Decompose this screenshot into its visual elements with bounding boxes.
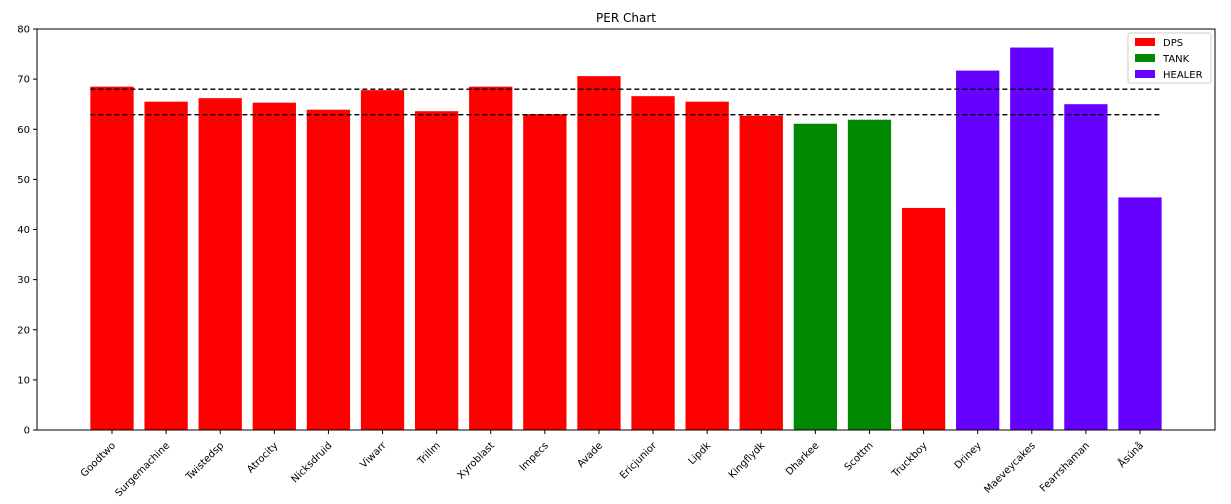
- y-tick-label: 80: [17, 25, 30, 36]
- x-tick-label: Kingflydk: [727, 440, 768, 481]
- bar-twistedsp: [198, 98, 242, 431]
- bar-lipdk: [685, 101, 729, 431]
- x-tick-label: Viwarr: [358, 440, 389, 471]
- x-tick-label: Goodtwo: [79, 440, 118, 479]
- y-tick-label: 20: [17, 325, 30, 336]
- bar-scottm: [847, 119, 892, 430]
- y-tick-label: 70: [17, 75, 30, 86]
- bar-fearrshaman: [1064, 104, 1108, 430]
- x-tick-label: Driney: [953, 440, 984, 471]
- bars: [90, 47, 1162, 431]
- plot-frame: [36, 28, 1216, 431]
- y-tick-label: 50: [17, 175, 30, 186]
- x-tick-label: Ericjunior: [618, 440, 660, 482]
- legend-swatch-healer: [1135, 70, 1155, 78]
- bar-viwarr: [360, 90, 405, 430]
- bar-trillm: [414, 111, 459, 430]
- bar-kingflydk: [739, 115, 783, 430]
- bar-dharkee: [793, 123, 838, 430]
- y-tick-label: 10: [17, 375, 30, 386]
- y-tick-label: 40: [17, 225, 30, 236]
- x-tick-label: Scottm: [843, 440, 876, 473]
- legend-swatch-dps: [1135, 38, 1155, 46]
- x-tick-label: Impecs: [518, 440, 551, 473]
- y-tick-label: 30: [17, 275, 30, 286]
- y-tick-label: 0: [24, 426, 30, 437]
- chart-title: PER Chart: [596, 11, 656, 25]
- bar-nicksdruid: [306, 109, 351, 431]
- x-tick-label: Twistedsp: [183, 440, 226, 483]
- reference-lines: [90, 88, 1162, 116]
- bar-surgemachine: [144, 101, 188, 431]
- bar-atrocity: [252, 102, 296, 430]
- x-tick-label: Maeveycakes: [983, 440, 1038, 495]
- bar-xyroblast: [469, 86, 513, 431]
- bar-maeveycakes: [1010, 47, 1054, 430]
- bar-avade: [577, 76, 621, 431]
- x-tick-label: Avade: [576, 440, 606, 470]
- x-tick-label: Surgemachine: [113, 440, 172, 499]
- y-axis: 0 10 20 30 40 50 60 70 80: [17, 25, 37, 437]
- legend-label-healer: HEALER: [1163, 70, 1203, 81]
- x-tick-label: Atrocity: [245, 440, 280, 475]
- legend: DPS TANK HEALER: [1127, 32, 1212, 84]
- x-tick-label: Xyroblast: [456, 440, 497, 481]
- x-tick-label: Fearrshaman: [1038, 440, 1092, 494]
- x-tick-label: Dharkee: [784, 440, 821, 477]
- x-tick-label: Trillm: [415, 440, 442, 467]
- bar-truckboy: [901, 207, 946, 430]
- x-tick-label: Truckboy: [890, 440, 930, 480]
- bar-asuna: [1118, 197, 1162, 430]
- x-tick-label: Åsúnå: [1115, 439, 1146, 470]
- legend-label-dps: DPS: [1163, 38, 1183, 49]
- legend-swatch-tank: [1135, 54, 1155, 62]
- bar-ericjunior: [631, 96, 675, 430]
- x-tick-label: Lipdk: [687, 440, 714, 467]
- bar-driney: [956, 70, 1000, 430]
- bar-impecs: [523, 114, 567, 431]
- y-tick-label: 60: [17, 125, 30, 136]
- x-tick-label: Nicksdruid: [290, 440, 335, 485]
- bar-goodtwo: [90, 86, 134, 431]
- legend-label-tank: TANK: [1162, 54, 1190, 65]
